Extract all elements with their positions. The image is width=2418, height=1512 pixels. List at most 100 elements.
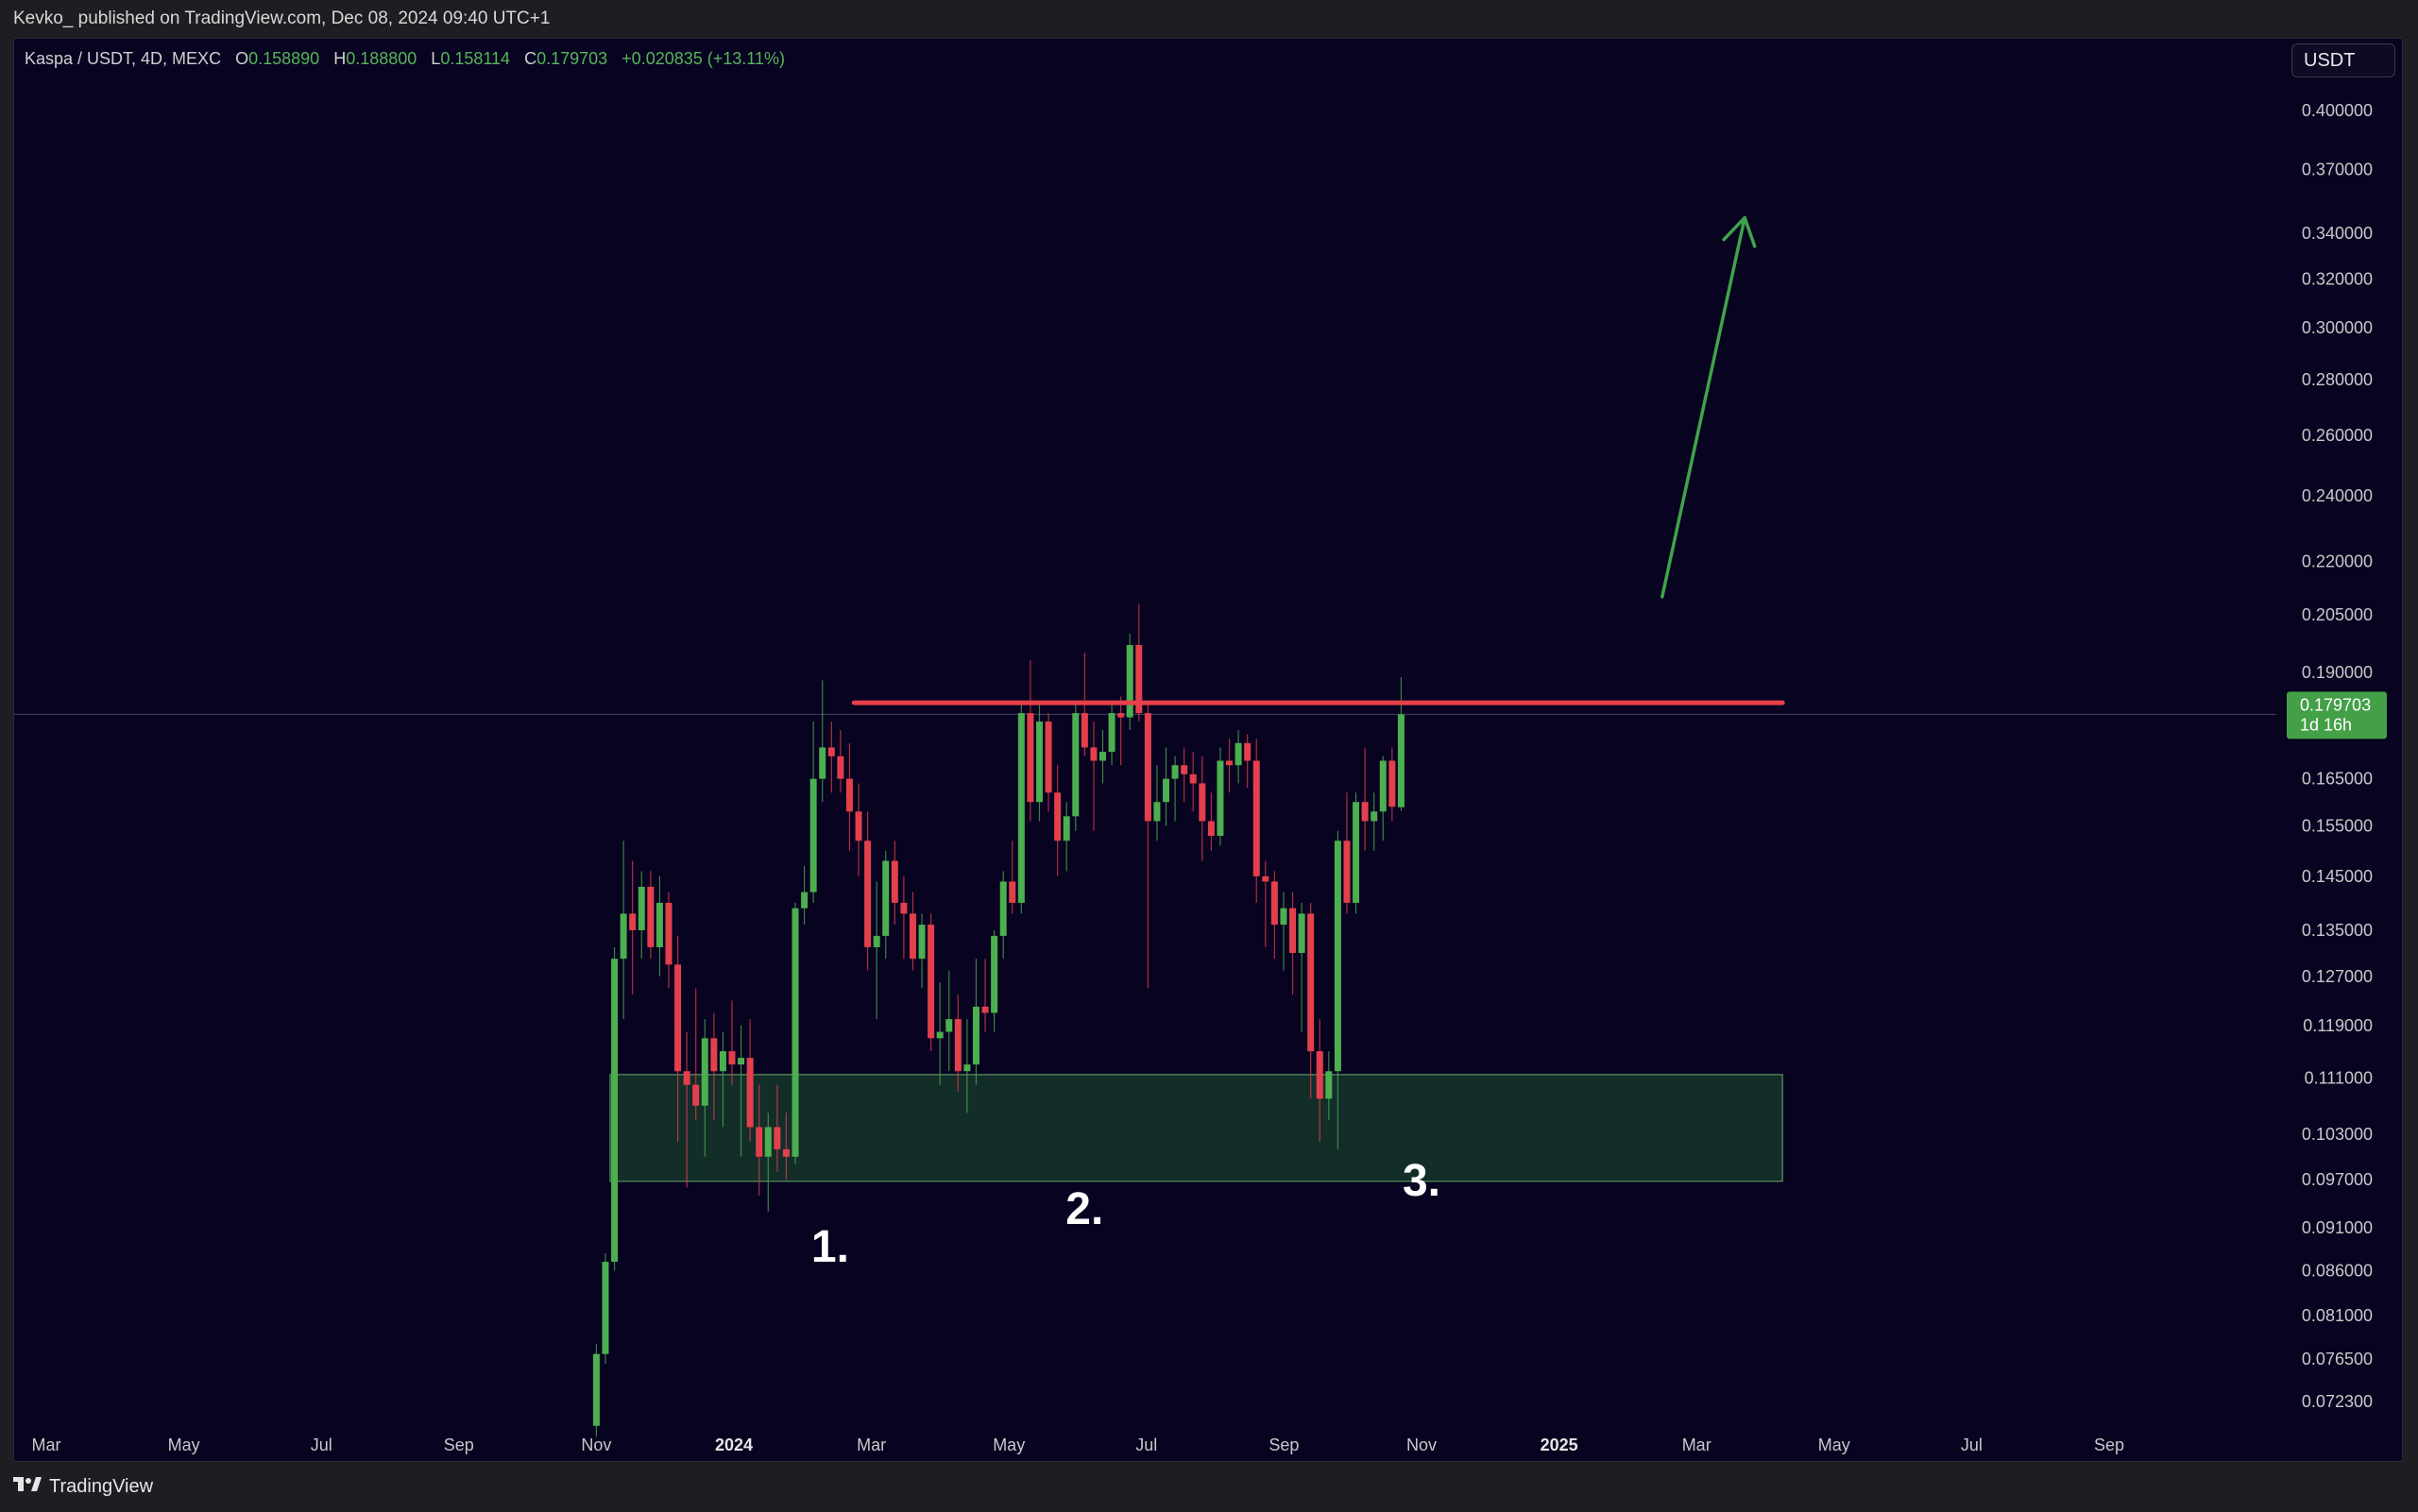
currency-button[interactable]: USDT <box>2291 43 2395 77</box>
candle-body <box>1371 811 1378 822</box>
arrow-head <box>1722 215 1757 248</box>
candle-body <box>873 935 880 947</box>
y-tick-label: 0.119000 <box>2303 1016 2373 1035</box>
y-tick-label: 0.103000 <box>2302 1125 2373 1144</box>
candle-body <box>674 964 682 1072</box>
high-label: H <box>333 49 347 68</box>
candle-body <box>801 892 809 909</box>
candle-body <box>683 1071 690 1085</box>
change-value: +0.020835 (+13.11%) <box>622 49 785 68</box>
candlestick-chart[interactable]: 1.2.3. 0.4000000.3700000.3400000.3200000… <box>0 0 2418 1462</box>
y-tick-label: 0.081000 <box>2302 1306 2373 1325</box>
candle-body <box>1226 760 1234 766</box>
y-tick-label: 0.086000 <box>2302 1261 2373 1280</box>
candle-body <box>1325 1071 1333 1099</box>
candle-body <box>909 913 916 960</box>
x-tick-label: May <box>168 1436 200 1454</box>
candle-body <box>891 860 898 903</box>
candle-body <box>954 1019 962 1072</box>
candle-body <box>827 747 835 756</box>
candle-body <box>809 778 817 892</box>
x-tick-label: Mar <box>32 1436 61 1454</box>
candle-body <box>1181 765 1188 774</box>
candle-body <box>1045 722 1052 793</box>
candle-body <box>719 1051 726 1072</box>
y-tick-label: 0.300000 <box>2302 318 2373 337</box>
candle-body <box>665 902 673 965</box>
candle-body <box>1163 778 1170 803</box>
price-badge-countdown: 1d 16h <box>2300 715 2352 734</box>
candle-body <box>692 1084 700 1106</box>
candles-group <box>592 603 1405 1437</box>
tradingview-logo-icon[interactable] <box>13 1476 42 1498</box>
x-tick-label: Nov <box>581 1436 611 1454</box>
price-axis: 0.400000 0.370000 0.340000 0.320000 0.300000… <box>2287 101 2387 1411</box>
x-tick-label: Sep <box>444 1436 474 1454</box>
candle-body <box>782 1148 790 1157</box>
candle-body <box>638 886 645 930</box>
open-label: O <box>235 49 249 68</box>
y-tick-label: 0.155000 <box>2302 817 2373 836</box>
chart-panel[interactable] <box>13 38 2403 1462</box>
x-tick-label: Jul <box>1135 1436 1157 1454</box>
x-tick-label: Sep <box>1269 1436 1299 1454</box>
candle-body <box>999 881 1007 936</box>
x-tick-label: Jul <box>311 1436 332 1454</box>
y-tick-label: 0.145000 <box>2302 867 2373 886</box>
candle-body <box>1126 644 1133 718</box>
candle-body <box>1343 841 1351 903</box>
annotation-label-2: 2. <box>1065 1184 1103 1234</box>
x-tick-label: Nov <box>1406 1436 1437 1454</box>
close-label: C <box>524 49 537 68</box>
candle-body <box>1252 760 1260 876</box>
candle-body <box>1072 713 1080 817</box>
y-tick-label: 0.400000 <box>2302 101 2373 120</box>
candle-body <box>1379 760 1387 812</box>
arrow-shaft <box>1660 215 1746 599</box>
candle-body <box>746 1058 754 1128</box>
candle-body <box>1063 816 1070 841</box>
candle-body <box>1171 765 1179 779</box>
close-value: 0.179703 <box>536 49 608 68</box>
price-badge-value: 0.179703 <box>2300 695 2371 714</box>
candle-body <box>710 1038 718 1072</box>
candle-body <box>774 1127 781 1149</box>
y-tick-label: 0.240000 <box>2302 486 2373 505</box>
y-tick-label: 0.091000 <box>2302 1218 2373 1237</box>
x-tick-label: Jul <box>1961 1436 1983 1454</box>
candle-body <box>1035 722 1043 803</box>
candle-body <box>629 913 637 930</box>
candle-body <box>1199 783 1206 822</box>
candle-body <box>845 778 853 812</box>
candle-body <box>1207 821 1215 836</box>
candle-body <box>728 1051 736 1065</box>
x-tick-label: 2024 <box>715 1436 753 1454</box>
candle-body <box>1081 713 1088 748</box>
candle-body <box>1298 913 1305 954</box>
candle-body <box>792 908 799 1157</box>
candle-body <box>1235 742 1242 766</box>
candle-body <box>1017 713 1025 903</box>
candle-body <box>1217 760 1224 836</box>
candle-body <box>1144 713 1151 822</box>
x-tick-label: Mar <box>857 1436 886 1454</box>
candle-body <box>1054 792 1062 841</box>
y-tick-label: 0.111000 <box>2305 1068 2373 1087</box>
price-badge <box>2287 691 2387 739</box>
candle-body <box>882 860 890 936</box>
x-tick-label: May <box>993 1436 1025 1454</box>
candle-body <box>1289 908 1297 954</box>
y-tick-label: 0.320000 <box>2302 269 2373 288</box>
footer-brand[interactable]: TradingView <box>49 1476 154 1497</box>
candle-body <box>936 1031 944 1039</box>
candle-body <box>855 811 862 841</box>
y-tick-label: 0.205000 <box>2302 605 2373 624</box>
candle-body <box>620 913 627 960</box>
candle-body <box>1153 802 1161 822</box>
candle-body <box>1262 875 1269 882</box>
candle-body <box>972 1006 979 1065</box>
candle-body <box>1108 713 1115 753</box>
candle-body <box>1098 752 1106 761</box>
candle-body <box>991 935 998 1013</box>
candle-body <box>1090 747 1098 761</box>
